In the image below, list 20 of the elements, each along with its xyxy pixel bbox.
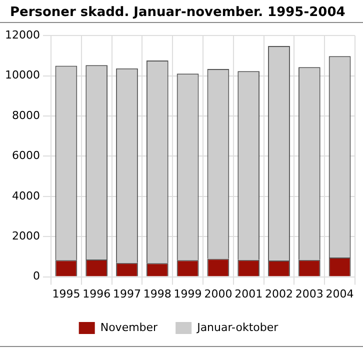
y-tick-label: 2000 <box>12 229 40 242</box>
y-tick-label: 8000 <box>12 108 40 122</box>
y-tick-label: 4000 <box>12 189 40 202</box>
y-tick-label: 12000 <box>4 28 40 42</box>
y-tick-label: 6000 <box>12 149 40 162</box>
x-tick-label: 2000 <box>204 287 232 300</box>
x-tick-label: 1995 <box>52 287 80 300</box>
x-tick-label: 2004 <box>326 287 354 300</box>
chart-title: Personer skadd. Januar-november. 1995-2004 <box>10 5 346 20</box>
x-tick-label: 2001 <box>234 287 263 300</box>
x-tick-label: 1997 <box>112 287 141 300</box>
x-tick-label: 2002 <box>265 287 293 300</box>
legend-label: Januar-oktober <box>196 320 279 334</box>
x-tick-label: 1998 <box>143 287 172 300</box>
x-tick-label: 1996 <box>82 287 111 300</box>
y-tick-label: 10000 <box>4 68 40 82</box>
x-tick-label: 2003 <box>295 287 324 300</box>
y-tick-label: 0 <box>32 270 40 283</box>
legend-label: November <box>100 320 158 334</box>
x-tick-label: 1999 <box>174 287 202 300</box>
